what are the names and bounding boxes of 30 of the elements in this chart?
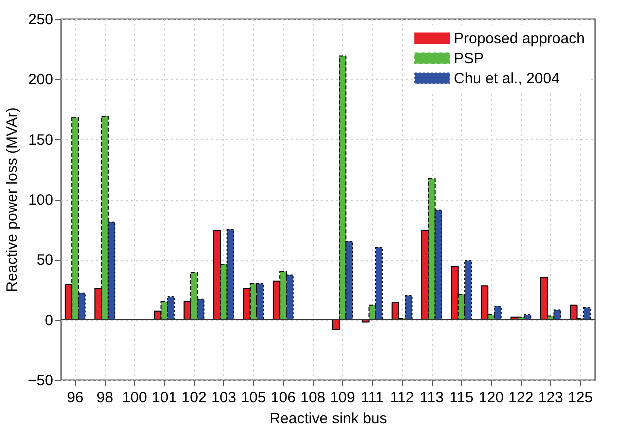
y-tick-label: 100 <box>28 192 54 209</box>
legend-label: PSP <box>454 50 484 68</box>
y-axis-title: Reactive power loss (MVAr) <box>4 108 22 292</box>
x-axis-title: Reactive sink bus <box>270 410 388 428</box>
y-tick-label: −50 <box>28 372 54 390</box>
x-tick-label: 123 <box>538 390 564 406</box>
y-tick-label: 50 <box>36 252 54 270</box>
legend-label: Chu et al., 2004 <box>454 70 560 88</box>
x-tick-label: 98 <box>96 390 114 406</box>
x-tick-label: 103 <box>211 390 237 406</box>
x-tick-label: 100 <box>122 390 148 406</box>
x-tick-label: 108 <box>300 390 326 406</box>
x-tick-label: 111 <box>361 390 384 406</box>
y-tick-label: 200 <box>28 72 54 89</box>
x-tick-label: 122 <box>508 390 534 406</box>
x-tick-label: 113 <box>420 390 444 406</box>
x-tick-label: 106 <box>270 390 296 406</box>
y-tick-label: 0 <box>45 312 54 330</box>
x-tick-label: 96 <box>67 390 84 406</box>
x-tick-label: 101 <box>152 390 178 406</box>
x-tick-label: 102 <box>182 390 207 406</box>
legend-label: Proposed approach <box>454 30 585 48</box>
x-tick-label: 112 <box>390 390 414 406</box>
x-tick-label: 105 <box>241 390 266 406</box>
y-tick-label: 250 <box>28 12 54 28</box>
x-tick-label: 109 <box>330 390 356 406</box>
x-tick-label: 125 <box>568 390 594 406</box>
x-tick-label: 115 <box>450 390 474 406</box>
x-tick-label: 120 <box>478 390 504 406</box>
y-tick-label: 150 <box>28 132 54 149</box>
